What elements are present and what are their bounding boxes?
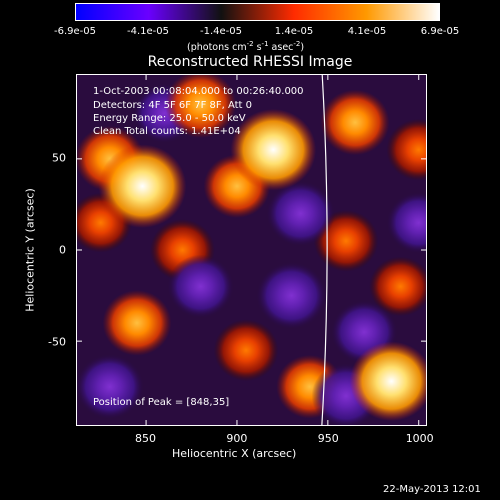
timestamp: 22-May-2013 12:01	[383, 484, 481, 495]
colorbar-unit-label: (photons cm-2 s-1 asec-2)	[187, 40, 305, 54]
colorbar-tick: -4.1e-05	[127, 26, 169, 37]
negative-region	[266, 180, 336, 247]
y-tick-label: 0	[59, 243, 66, 257]
negative-region	[386, 191, 426, 254]
colorbar-tick: -6.9e-05	[54, 26, 96, 37]
intensity-map	[77, 75, 426, 425]
negative-region	[167, 254, 235, 319]
time-range-label: 1-Oct-2003 00:08:04.000 to 00:26:40.000	[93, 86, 304, 97]
total-counts-label: Clean Total counts: 1.41E+04	[93, 126, 241, 137]
emission-source	[165, 75, 237, 138]
y-tick-label: -50	[48, 335, 66, 349]
emission-source	[230, 108, 317, 191]
negative-region	[255, 261, 327, 330]
x-tick-label: 1000	[405, 432, 434, 445]
emission-source	[102, 290, 172, 356]
x-tick-label: 950	[317, 432, 339, 445]
emission-source	[98, 144, 187, 228]
colorbar-tick: -1.4e-05	[200, 26, 242, 37]
emission-source	[320, 89, 390, 156]
emission-source	[386, 118, 426, 181]
solar-limb-line	[321, 75, 328, 425]
energy-range-label: Energy Range: 25.0 - 50.0 keV	[93, 113, 246, 124]
colorbar	[75, 3, 440, 21]
y-tick-label: 50	[52, 151, 66, 165]
emission-source	[369, 256, 426, 317]
x-tick-label: 900	[226, 432, 248, 445]
plot-title: Reconstructed RHESSI Image	[147, 54, 353, 70]
colorbar-tick: 4.1e-05	[347, 26, 387, 37]
x-tick-label: 850	[134, 432, 156, 445]
peak-position-label: Position of Peak = [848,35]	[93, 397, 230, 408]
colorbar-tick: 1.4e-05	[274, 26, 314, 37]
plot-area	[76, 74, 427, 426]
negative-region	[77, 353, 145, 420]
detectors-label: Detectors: 4F 5F 6F 7F 8F, Att 0	[93, 100, 253, 111]
colorbar-tick: 6.9e-05	[420, 26, 460, 37]
x-axis-label: Heliocentric X (arcsec)	[172, 447, 297, 460]
y-axis-label: Heliocentric Y (arcsec)	[23, 188, 37, 312]
emission-source	[213, 319, 279, 382]
emission-source	[349, 341, 426, 422]
